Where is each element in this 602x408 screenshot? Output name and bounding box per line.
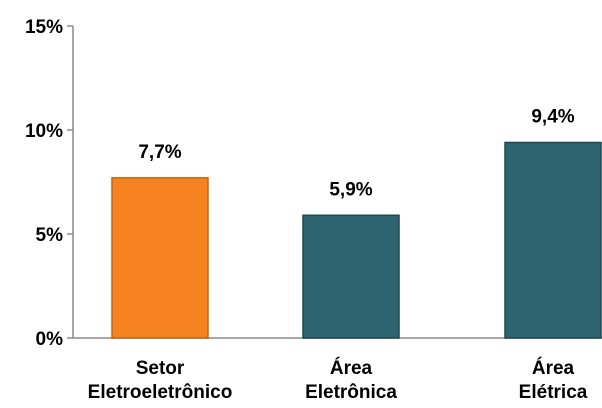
y-tick-label: 0% xyxy=(36,329,64,350)
data-label: 9,4% xyxy=(531,106,574,127)
bars xyxy=(111,141,602,339)
category-labels: Setor Eletroeletrônico Área Eletrônica Área E… xyxy=(88,357,588,403)
y-tick-label: 10% xyxy=(25,121,63,142)
data-label: 5,9% xyxy=(329,179,372,200)
data-label: 7,7% xyxy=(138,142,181,163)
y-tick-label: 5% xyxy=(36,225,64,246)
y-axis-ticks: 0% 5% 10% 15% xyxy=(25,17,73,350)
category-label-line: Área xyxy=(532,357,575,379)
category-label: Área Elétrica xyxy=(519,357,588,403)
category-label-line: Elétrica xyxy=(519,382,588,403)
bar xyxy=(111,177,209,339)
category-label-line: Eletroeletrônico xyxy=(88,382,233,403)
bar xyxy=(504,141,602,339)
data-labels: 7,7% 5,9% 9,4% xyxy=(138,106,574,200)
category-label: Área Eletrônica xyxy=(305,357,397,403)
category-label-line: Área xyxy=(330,357,373,379)
category-label-line: Setor xyxy=(136,358,185,379)
bar xyxy=(302,214,400,339)
category-label: Setor Eletroeletrônico xyxy=(88,358,233,403)
y-tick-label: 15% xyxy=(25,17,63,38)
category-label-line: Eletrônica xyxy=(305,382,397,403)
